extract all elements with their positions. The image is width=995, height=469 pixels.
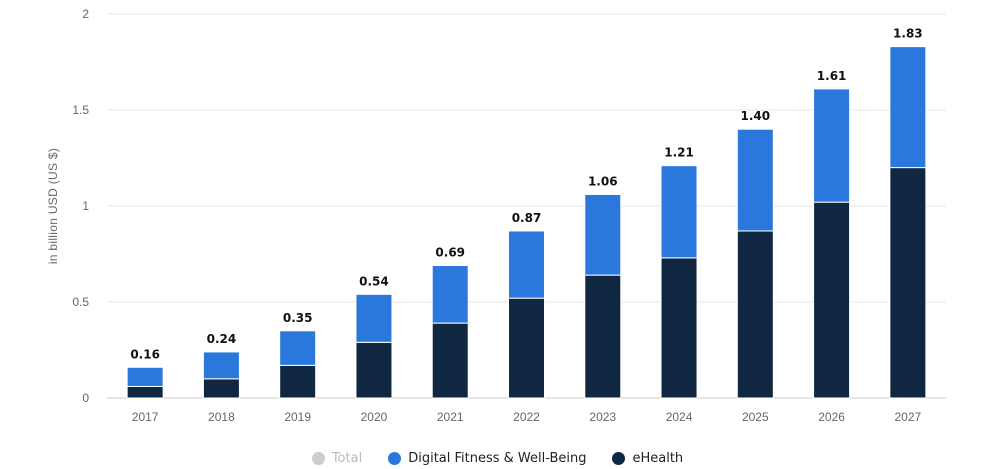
bar-segment: [889, 167, 927, 399]
total-data-label: 1.40: [741, 109, 771, 123]
x-tick-label: 2023: [589, 410, 616, 424]
bar-segment: [202, 378, 240, 399]
x-tick-label: 2017: [132, 410, 159, 424]
total-data-label: 0.54: [359, 274, 389, 288]
gridlines: [107, 13, 946, 399]
legend-dot-ehealth-icon: [612, 451, 626, 465]
total-data-label: 0.16: [130, 347, 160, 361]
y-tick-label: 2: [82, 7, 89, 21]
x-tick-label: 2027: [895, 410, 922, 424]
x-tick-label: 2025: [742, 410, 769, 424]
bar-segment: [508, 297, 545, 399]
bar-segment: [279, 330, 317, 366]
legend: Total Digital Fitness & Well-Being eHeal…: [0, 447, 995, 469]
total-data-label: 1.21: [664, 146, 694, 160]
y-axis-title: in billion USD (US $): [46, 148, 60, 264]
bar-segment: [202, 351, 240, 380]
x-tick-label: 2019: [284, 410, 311, 424]
total-data-label: 0.35: [283, 311, 313, 325]
bar-segment: [889, 46, 927, 169]
x-tick-label: 2026: [818, 410, 845, 424]
x-tick-label: 2022: [513, 410, 540, 424]
bar-segment: [355, 341, 393, 399]
legend-label-total: Total: [331, 450, 363, 466]
bar-segment: [431, 265, 469, 324]
bar-segment: [736, 128, 774, 232]
y-tick-label: 1.5: [72, 103, 89, 117]
bar-segment: [584, 274, 622, 399]
bar-segment: [660, 257, 698, 399]
legend-item-total[interactable]: Total: [311, 450, 363, 466]
legend-item-ehealth[interactable]: eHealth: [612, 451, 683, 466]
total-data-label: 0.69: [435, 246, 465, 260]
bar-segment: [660, 165, 698, 259]
bars: [126, 46, 927, 399]
bar-segment: [431, 322, 469, 399]
x-tick-label: 2021: [437, 410, 464, 424]
bar-segment: [126, 385, 164, 399]
total-labels: 0.16 0.24 0.35 0.54 0.69 0.87 1.06 1.21 1.40 1.61…: [130, 27, 922, 362]
total-data-label: 1.83: [893, 27, 923, 41]
y-tick-label: 0.5: [72, 295, 89, 309]
x-tick-label: 2018: [208, 410, 235, 424]
legend-label-digital-fitness: Digital Fitness & Well-Being: [408, 450, 587, 466]
legend-dot-total-icon: [311, 451, 325, 465]
bar-segment: [126, 366, 164, 387]
legend-item-digital-fitness[interactable]: Digital Fitness & Well-Being: [388, 451, 586, 466]
bar-segment: [736, 230, 774, 399]
legend-dot-digital-fitness-icon: [388, 451, 402, 465]
bar-segment: [508, 230, 545, 299]
total-data-label: 0.87: [512, 211, 542, 225]
x-tick-label: 2020: [361, 410, 388, 424]
bar-segment: [813, 201, 851, 399]
y-axis: in billion USD (US $) 0 0.5 1 1.5 2: [46, 7, 89, 405]
bar-segment: [813, 88, 851, 203]
total-data-label: 0.24: [207, 332, 237, 346]
x-tick-label: 2024: [666, 410, 693, 424]
total-data-label: 1.61: [817, 69, 847, 83]
y-tick-label: 0: [82, 391, 89, 405]
total-data-label: 1.06: [588, 174, 618, 188]
legend-label-ehealth: eHealth: [632, 450, 684, 466]
x-axis: 2017 2018 2019 2020 2021 2022 2023 2024 2025 2026…: [132, 410, 922, 424]
bar-segment: [355, 293, 393, 343]
bar-segment: [584, 193, 622, 276]
y-tick-label: 1: [82, 199, 89, 213]
bar-segment: [279, 364, 317, 399]
